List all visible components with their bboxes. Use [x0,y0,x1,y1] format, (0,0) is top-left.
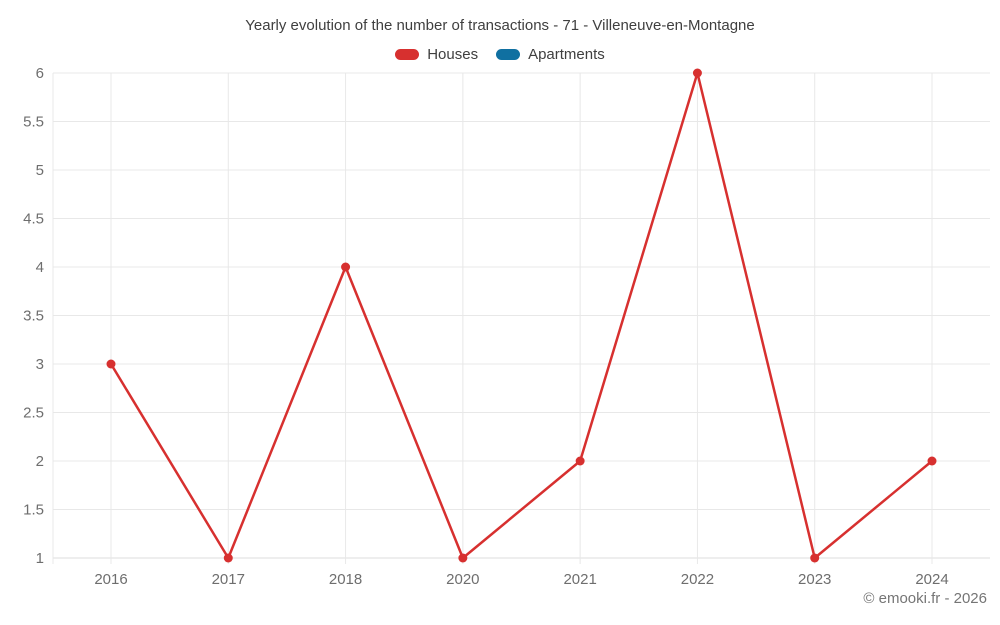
houses-data-point[interactable] [575,456,585,466]
x-axis-tick-label: 2017 [212,571,245,588]
legend-item-apartments[interactable]: Apartments [496,46,605,63]
legend-label-apartments: Apartments [528,46,605,63]
y-axis-tick-label: 4 [36,259,44,276]
houses-data-point[interactable] [223,553,233,563]
legend-label-houses: Houses [427,46,479,63]
houses-data-point[interactable] [341,262,351,272]
y-axis-tick-label: 3 [36,356,44,373]
x-axis-tick-label: 2016 [94,571,127,588]
legend: Houses Apartments [0,46,1000,63]
chart-title: Yearly evolution of the number of transa… [245,17,755,34]
houses-data-point[interactable] [458,553,468,563]
y-axis-tick-label: 2 [36,453,44,470]
x-axis-tick-label: 2023 [798,571,831,588]
x-axis-tick-label: 2022 [681,571,714,588]
x-axis-tick-label: 2021 [563,571,596,588]
legend-item-houses[interactable]: Houses [395,46,478,63]
apartments-swatch-icon [496,49,521,60]
y-axis-tick-label: 1 [36,550,44,567]
x-axis-tick-label: 2018 [329,571,362,588]
y-axis-tick-label: 1.5 [23,502,44,519]
y-axis-tick-label: 5 [36,162,44,179]
x-axis-tick-label: 2024 [915,571,948,588]
houses-data-point[interactable] [692,68,702,78]
houses-swatch-icon [395,49,420,60]
houses-data-point[interactable] [810,553,820,563]
x-axis-tick-label: 2020 [446,571,479,588]
y-axis-tick-label: 5.5 [23,114,44,131]
copyright-footer: © emooki.fr - 2026 [863,590,987,607]
houses-data-point[interactable] [106,359,116,369]
houses-series-line [109,71,934,560]
y-axis-tick-label: 2.5 [23,405,44,422]
houses-data-point[interactable] [927,456,937,466]
y-axis-tick-label: 6 [36,65,44,82]
y-axis-tick-label: 3.5 [23,308,44,325]
y-axis-tick-label: 4.5 [23,211,44,228]
